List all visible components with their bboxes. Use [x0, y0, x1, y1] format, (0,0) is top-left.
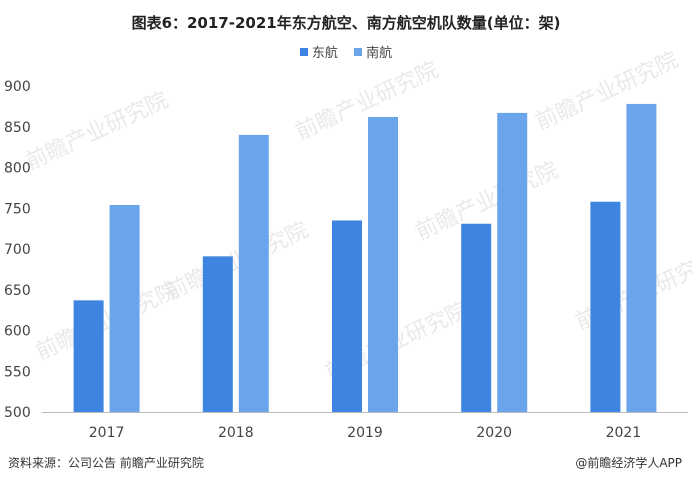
y-axis: 500 550 600 650 700 750 800 850 900	[4, 79, 31, 421]
legend-swatch-series2	[354, 47, 363, 56]
legend: 东航 南航	[0, 42, 692, 61]
watermark-text: 前瞻产业研究院	[532, 48, 682, 136]
watermark-text: 前瞻产业研究院	[162, 218, 312, 306]
x-tick-label: 2021	[606, 425, 642, 441]
bar-series2-2020	[497, 112, 528, 413]
watermark-text: 前瞻产业研究院	[32, 278, 182, 366]
legend-label-series2: 南航	[366, 46, 393, 61]
bar-series2-2017	[109, 204, 140, 412]
bar-series1-2021	[590, 201, 621, 412]
source-note: 资料来源：公司公告 前瞻产业研究院	[8, 456, 204, 470]
bar-series1-2018	[202, 256, 233, 412]
legend-label-series1: 东航	[311, 46, 338, 61]
bar-series2-2019	[368, 116, 398, 412]
chart-title: 图表6：2017-2021年东方航空、南方航空机队数量(单位：架)	[131, 14, 561, 32]
bar-series2-2021	[626, 103, 657, 413]
y-tick-label: 550	[4, 364, 31, 380]
y-tick-label: 750	[4, 201, 31, 217]
x-tick-label: 2019	[347, 425, 383, 441]
bar-series1-2017	[73, 300, 104, 412]
bar-series2-2018	[238, 134, 269, 412]
y-tick-label: 800	[4, 161, 31, 177]
legend-item-series1: 东航	[299, 42, 338, 61]
bar-series1-2019	[332, 220, 362, 412]
credit-note: @前瞻经济学人APP	[575, 456, 682, 470]
y-tick-label: 850	[4, 120, 31, 136]
y-tick-label: 700	[4, 242, 31, 258]
x-axis: 2017 2018 2019 2020 2021	[89, 425, 641, 441]
watermark-text: 前瞻产业研究院	[292, 58, 442, 146]
bars-layer	[73, 103, 657, 413]
x-tick-label: 2018	[218, 425, 254, 441]
y-tick-label: 650	[4, 283, 31, 299]
x-tick-label: 2017	[89, 425, 125, 441]
bar-series1-2020	[461, 223, 492, 412]
y-tick-label: 900	[4, 79, 31, 95]
watermark-text: 前瞻产业研究院	[22, 88, 172, 176]
y-tick-label: 600	[4, 324, 31, 340]
legend-swatch-series1	[299, 47, 308, 56]
x-tick-label: 2020	[476, 425, 512, 441]
y-tick-label: 500	[4, 405, 31, 421]
legend-item-series2: 南航	[354, 42, 392, 61]
